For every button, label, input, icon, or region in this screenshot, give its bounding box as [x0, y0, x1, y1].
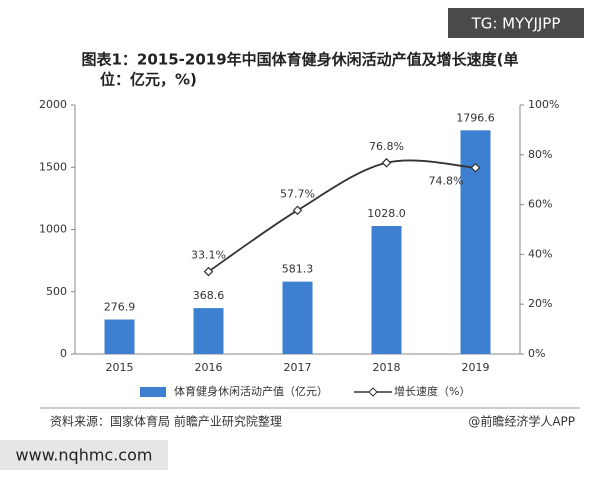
x-tick-label: 2019: [462, 361, 490, 374]
y2-tick-label: 100%: [528, 98, 559, 111]
line-marker: [470, 162, 481, 173]
legend-swatch: [140, 387, 166, 397]
watermark-box: [448, 8, 584, 38]
bar-value-label: 581.3: [282, 263, 314, 276]
x-tick-label: 2018: [373, 361, 401, 374]
legend-marker: [368, 387, 378, 397]
x-tick-label: 2017: [284, 361, 312, 374]
line-marker: [381, 157, 392, 168]
growth-line: [207, 159, 476, 273]
bar-value-label: 368.6: [193, 289, 225, 302]
watermark-bottom: www.nqhmc.com: [16, 446, 153, 465]
bar: [193, 308, 224, 354]
credit: @前瞻经济学人APP: [468, 414, 575, 429]
bar: [282, 281, 313, 354]
line-value-label: 33.1%: [191, 249, 226, 262]
source: 资料来源：国家体育局 前瞻产业研究院整理: [50, 414, 282, 429]
x-tick-label: 2016: [195, 361, 223, 374]
line-value-label: 74.8%: [429, 175, 464, 188]
y-tick-label: 2000: [39, 98, 67, 111]
y-tick-label: 1500: [39, 160, 67, 173]
y2-tick-label: 60%: [528, 198, 552, 211]
bar: [104, 319, 135, 354]
y-tick-label: 1000: [39, 223, 67, 236]
bar-value-label: 1028.0: [367, 207, 406, 220]
watermark-top: TG: MYYJJPP: [471, 15, 561, 33]
watermark-bottom-box: [0, 440, 168, 470]
y2-tick-label: 20%: [528, 297, 552, 310]
y-tick-label: 500: [46, 285, 67, 298]
line-marker: [292, 205, 303, 216]
line-value-label: 57.7%: [280, 187, 315, 200]
bar-value-label: 1796.6: [456, 111, 495, 124]
chart-title: 图表1：2015-2019年中国体育健身休闲活动产值及增长速度(单: [81, 51, 518, 69]
y-tick-label: 0: [60, 347, 67, 360]
bar-value-label: 276.9: [104, 301, 136, 314]
chart-subtitle: 位：亿元，%): [100, 71, 197, 89]
y2-tick-label: 40%: [528, 247, 552, 260]
x-tick-label: 2015: [106, 361, 134, 374]
line-marker: [203, 266, 214, 277]
y2-tick-label: 80%: [528, 148, 552, 161]
plot: 0 500 1000 1500 2000 0% 20% 40% 60% 80% 100% 2015 20…: [39, 98, 559, 398]
legend-label: 增长速度（%）: [394, 384, 470, 398]
bar: [371, 226, 402, 354]
y2-tick-label: 0%: [528, 347, 545, 360]
legend-label: 体育健身休闲活动产值（亿元）: [174, 384, 328, 398]
line-value-label: 76.8%: [369, 140, 404, 153]
